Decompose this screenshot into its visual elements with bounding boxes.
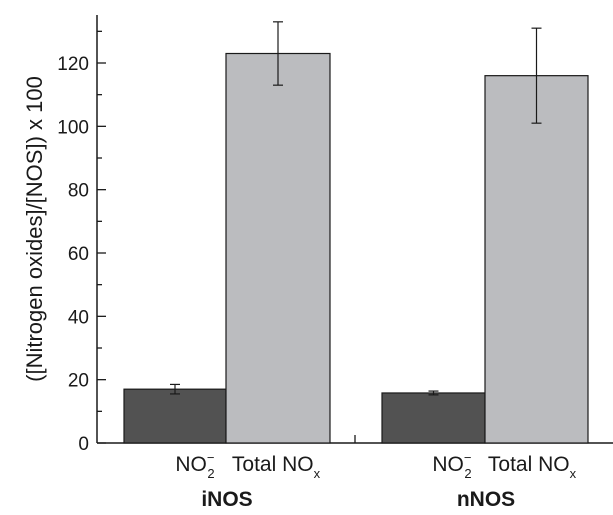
chart-error-bars (170, 21, 542, 396)
category-label: Total NOx (488, 453, 577, 481)
bar (123, 388, 227, 444)
chart-bars (123, 52, 589, 444)
y-tick-label: 100 (57, 117, 89, 138)
y-tick-label: 60 (68, 244, 89, 265)
group-label: iNOS (201, 488, 252, 511)
y-tick-label: 40 (68, 307, 89, 328)
category-label: NO− 2 (432, 450, 471, 481)
y-tick-label: 120 (57, 54, 89, 75)
y-tick-label: 0 (78, 434, 89, 455)
category-label: NO− 2 (175, 450, 214, 481)
y-axis-title: ([Nitrogen oxides]/[NOS]) x 100 (22, 76, 47, 382)
chart-labels: NO− 2 Total NOx iNOS NO− 2 Total NOx nNOS (175, 450, 576, 511)
bar (484, 75, 589, 444)
chart-ticks: 0 20 40 60 80 100 120 (57, 30, 356, 455)
bar (225, 52, 331, 444)
group-label: nNOS (457, 488, 515, 511)
bar (381, 392, 486, 444)
category-label: Total NOx (232, 453, 321, 481)
y-tick-label: 20 (68, 371, 89, 392)
y-tick-label: 80 (68, 181, 89, 202)
